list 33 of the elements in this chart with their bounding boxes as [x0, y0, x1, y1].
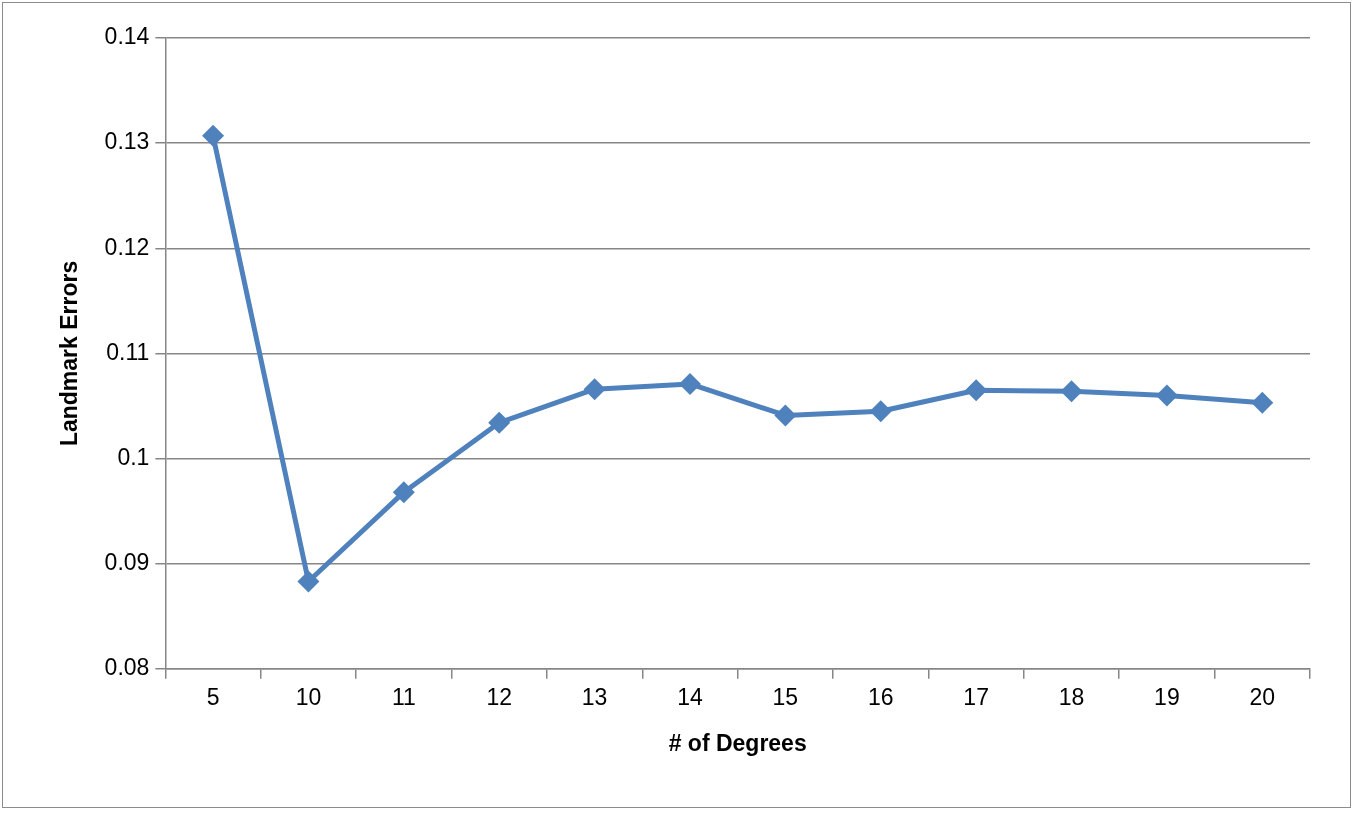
point	[1155, 384, 1178, 407]
x-tick-label: 11	[391, 683, 416, 710]
x-tick-label: 12	[486, 683, 513, 710]
y-axis-title: Landmark Errors	[56, 260, 83, 447]
x-tick-label: 5	[206, 683, 220, 710]
point	[678, 372, 701, 395]
point	[202, 124, 225, 147]
point	[869, 400, 892, 423]
y-tick-label: 0.13	[104, 128, 150, 155]
point	[1060, 380, 1083, 403]
y-tick-label: 0.1	[117, 443, 150, 470]
y-tick-label: 0.08	[104, 654, 150, 681]
y-tick-label: 0.12	[104, 233, 150, 260]
point	[297, 570, 320, 593]
y-tick-label: 0.09	[104, 549, 150, 576]
x-tick-label: 17	[963, 683, 989, 710]
point	[965, 379, 988, 402]
x-tick-label: 15	[772, 683, 799, 710]
point	[583, 378, 606, 401]
x-tick-label: 18	[1058, 683, 1085, 710]
point	[1251, 391, 1274, 414]
x-axis-title: # of Degrees	[668, 729, 807, 756]
x-tick-label: 19	[1154, 683, 1180, 710]
x-tick-label: 14	[677, 683, 703, 710]
x-tick-label: 13	[581, 683, 608, 710]
point	[392, 481, 415, 504]
x-tick-label: 20	[1249, 683, 1276, 710]
y-tick-label: 0.11	[106, 338, 150, 365]
y-tick-label: 0.14	[104, 23, 150, 50]
x-tick-label: 10	[295, 683, 322, 710]
point	[774, 404, 797, 427]
x-tick-label: 16	[867, 683, 894, 710]
point	[488, 411, 511, 434]
